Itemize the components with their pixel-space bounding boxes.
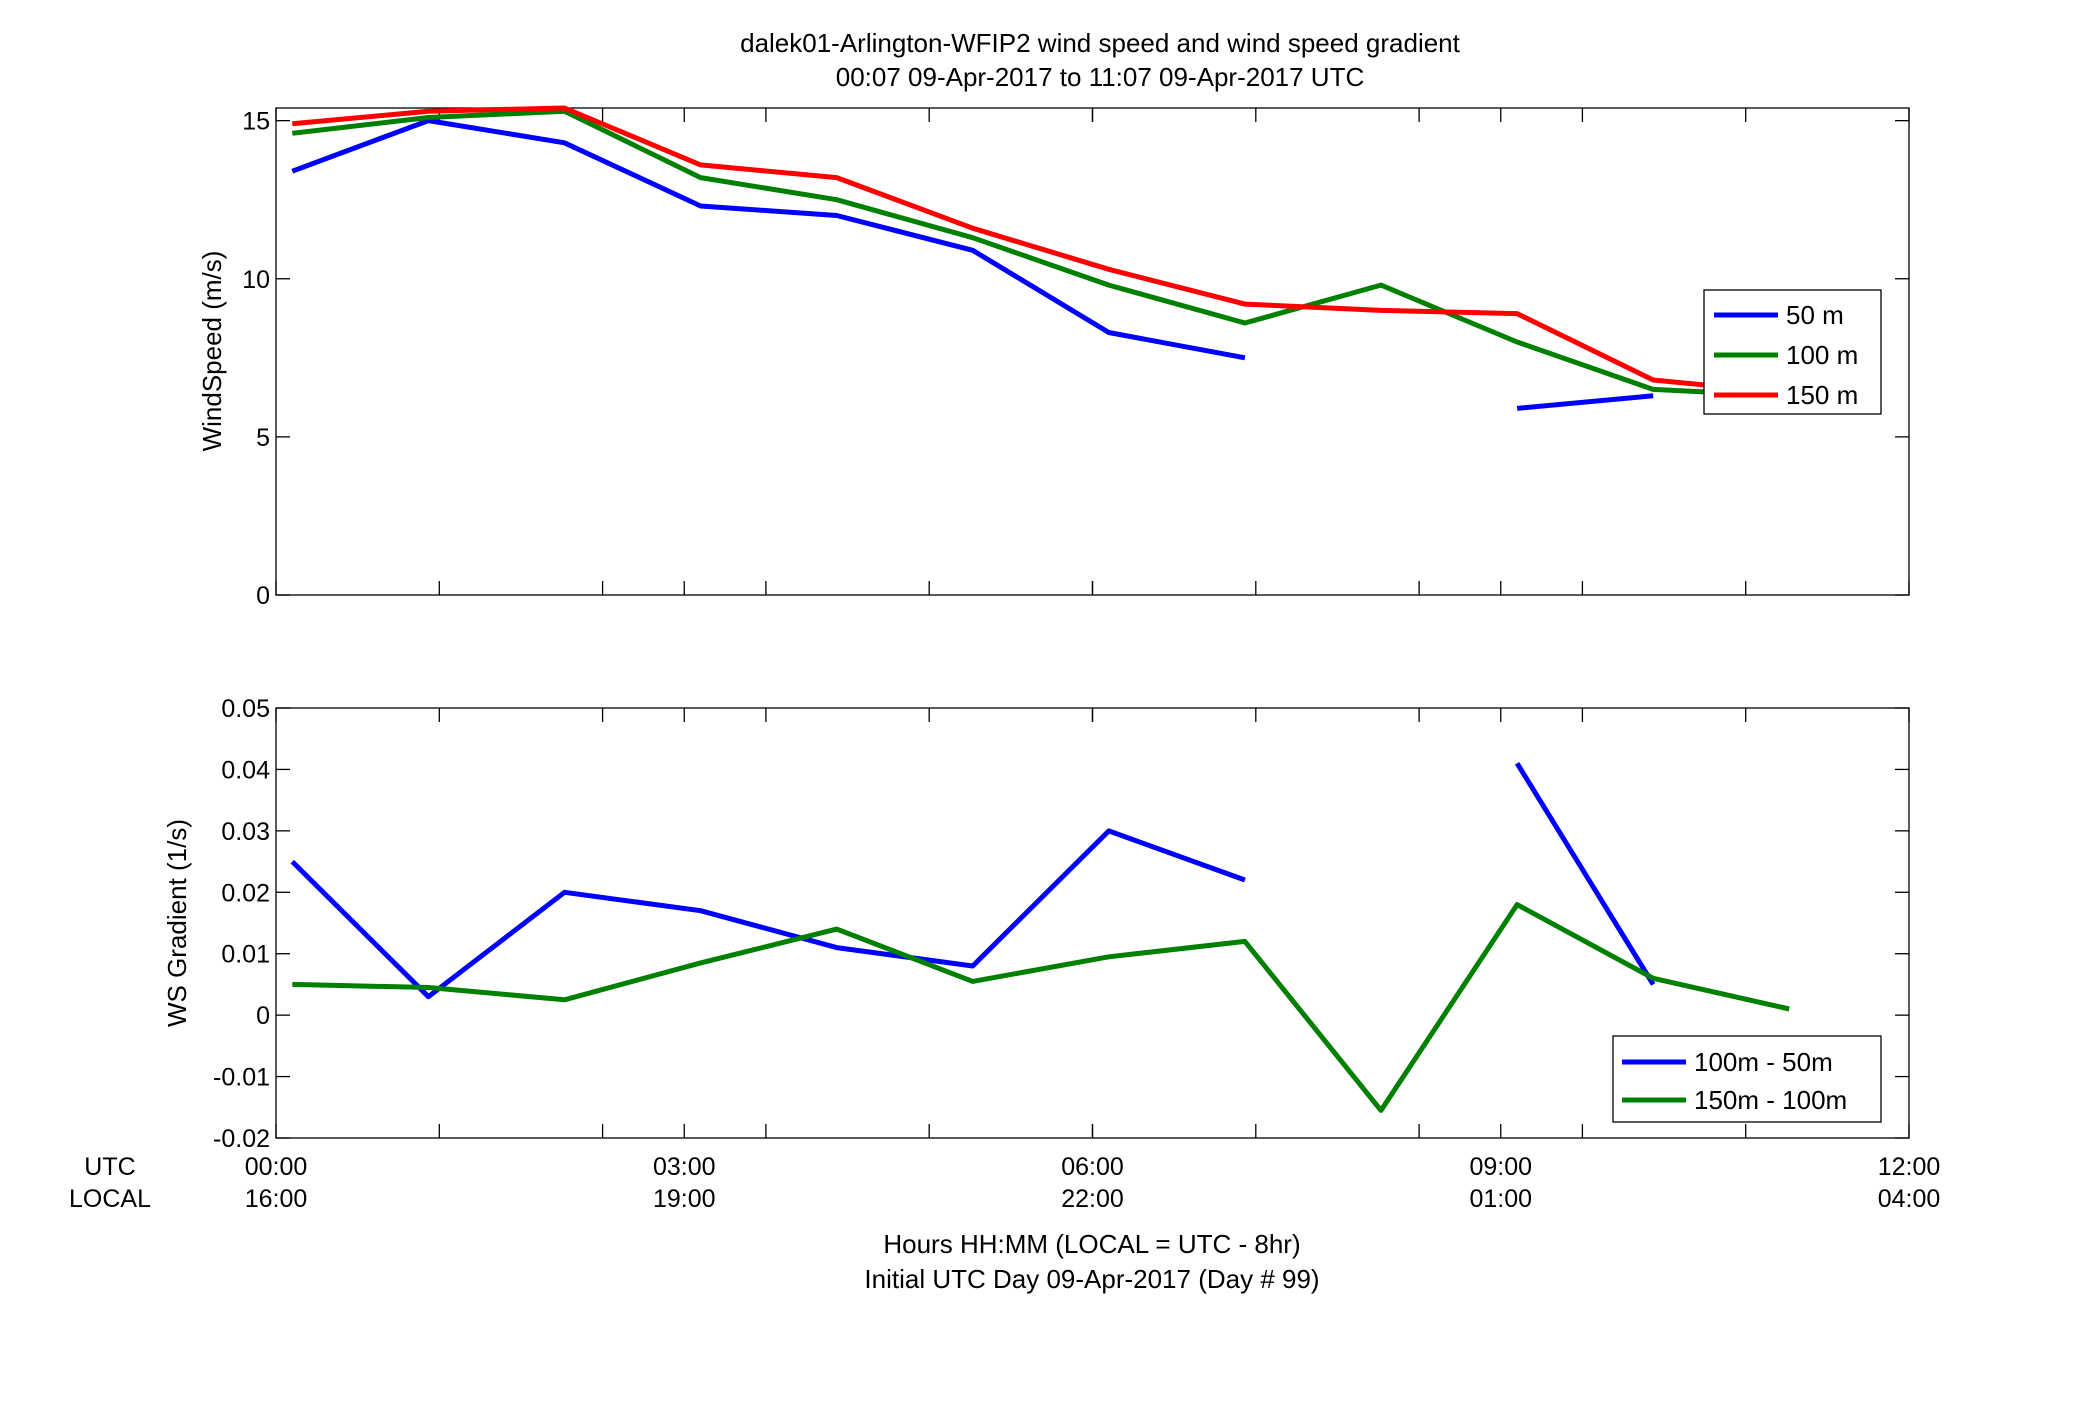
bottom-y-tick-label: 0.02	[221, 879, 270, 907]
top-y-axis-label: WindSpeed (m/s)	[197, 251, 227, 452]
x-tick-label-local: 04:00	[1878, 1185, 1941, 1213]
bottom-panel: -0.02 -0.01 0 0.01 0.02 0.03 0.04 0.05 WS Gradi…	[162, 695, 1910, 1153]
bottom-y-tick-label: 0.01	[221, 941, 270, 969]
bottom-series-line-0	[1514, 761, 1656, 986]
top-series-line-1	[292, 108, 1719, 396]
x-tick-label-local: 01:00	[1469, 1185, 1532, 1213]
x-axis-label-line1: Hours HH:MM (LOCAL = UTC - 8hr)	[883, 1229, 1300, 1259]
bottom-axis-ticks: -0.02 -0.01 0 0.01 0.02 0.03 0.04 0.05	[213, 695, 1910, 1153]
top-legend-label-1: 100 m	[1786, 340, 1858, 370]
bottom-y-tick-label: -0.02	[213, 1125, 270, 1153]
x-tick-label-utc: 09:00	[1469, 1153, 1532, 1181]
x-tick-label-utc: 00:00	[245, 1153, 308, 1181]
bottom-y-tick-label: 0.04	[221, 756, 270, 784]
x-tick-label-utc: 06:00	[1061, 1153, 1124, 1181]
bottom-legend-label-0: 100m - 50m	[1694, 1047, 1833, 1077]
top-legend: 50 m 100 m 150 m	[1703, 289, 1882, 415]
bottom-y-tick-label: -0.01	[213, 1064, 270, 1092]
x-axis-label-line2: Initial UTC Day 09-Apr-2017 (Day # 99)	[864, 1264, 1319, 1294]
top-plot-area	[275, 107, 1910, 596]
top-y-tick-label: 10	[242, 266, 270, 294]
bottom-series-line-1	[292, 902, 1790, 1113]
top-y-tick-label: 15	[242, 108, 270, 136]
utc-row-label: UTC	[84, 1153, 135, 1181]
top-y-tick-label: 5	[256, 424, 270, 452]
bottom-series-line-0	[290, 828, 1246, 1000]
top-series-line-2	[292, 105, 1719, 389]
top-series-lines	[291, 105, 1719, 411]
x-tick-label-local: 16:00	[245, 1185, 308, 1213]
top-legend-label-0: 50 m	[1786, 300, 1844, 330]
bottom-legend: 100m - 50m 150m - 100m	[1612, 1035, 1882, 1123]
bottom-y-tick-label: 0.03	[221, 818, 270, 846]
top-y-tick-label: 0	[256, 582, 270, 610]
bottom-legend-box	[1612, 1035, 1882, 1123]
top-axis-ticks: 0 5 10 15	[242, 108, 1910, 610]
bottom-y-tick-label: 0.05	[221, 695, 270, 723]
bottom-series-lines	[290, 761, 1790, 1113]
x-tick-labels: 00:00 16:00 03:00 19:00 06:00 22:00 09:00 01:00…	[245, 1153, 1941, 1213]
x-tick-label-utc: 03:00	[653, 1153, 716, 1181]
local-row-label: LOCAL	[69, 1185, 151, 1213]
x-tick-label-local: 22:00	[1061, 1185, 1124, 1213]
bottom-y-tick-label: 0	[256, 1002, 270, 1030]
top-series-line-0	[1516, 393, 1654, 411]
bottom-legend-label-1: 150m - 100m	[1694, 1085, 1847, 1115]
chart-title: dalek01-Arlington-WFIP2 wind speed and w…	[740, 28, 1461, 58]
top-legend-label-2: 150 m	[1786, 380, 1858, 410]
chart-subtitle: 00:07 09-Apr-2017 to 11:07 09-Apr-2017 U…	[836, 62, 1365, 92]
top-series-line-0	[291, 118, 1246, 361]
x-tick-label-utc: 12:00	[1878, 1153, 1941, 1181]
bottom-y-axis-label: WS Gradient (1/s)	[162, 819, 192, 1027]
x-tick-label-local: 19:00	[653, 1185, 716, 1213]
top-panel: 0 5 10 15 WindSpeed (m/s) 50 m 100 m 150 m	[197, 105, 1910, 610]
